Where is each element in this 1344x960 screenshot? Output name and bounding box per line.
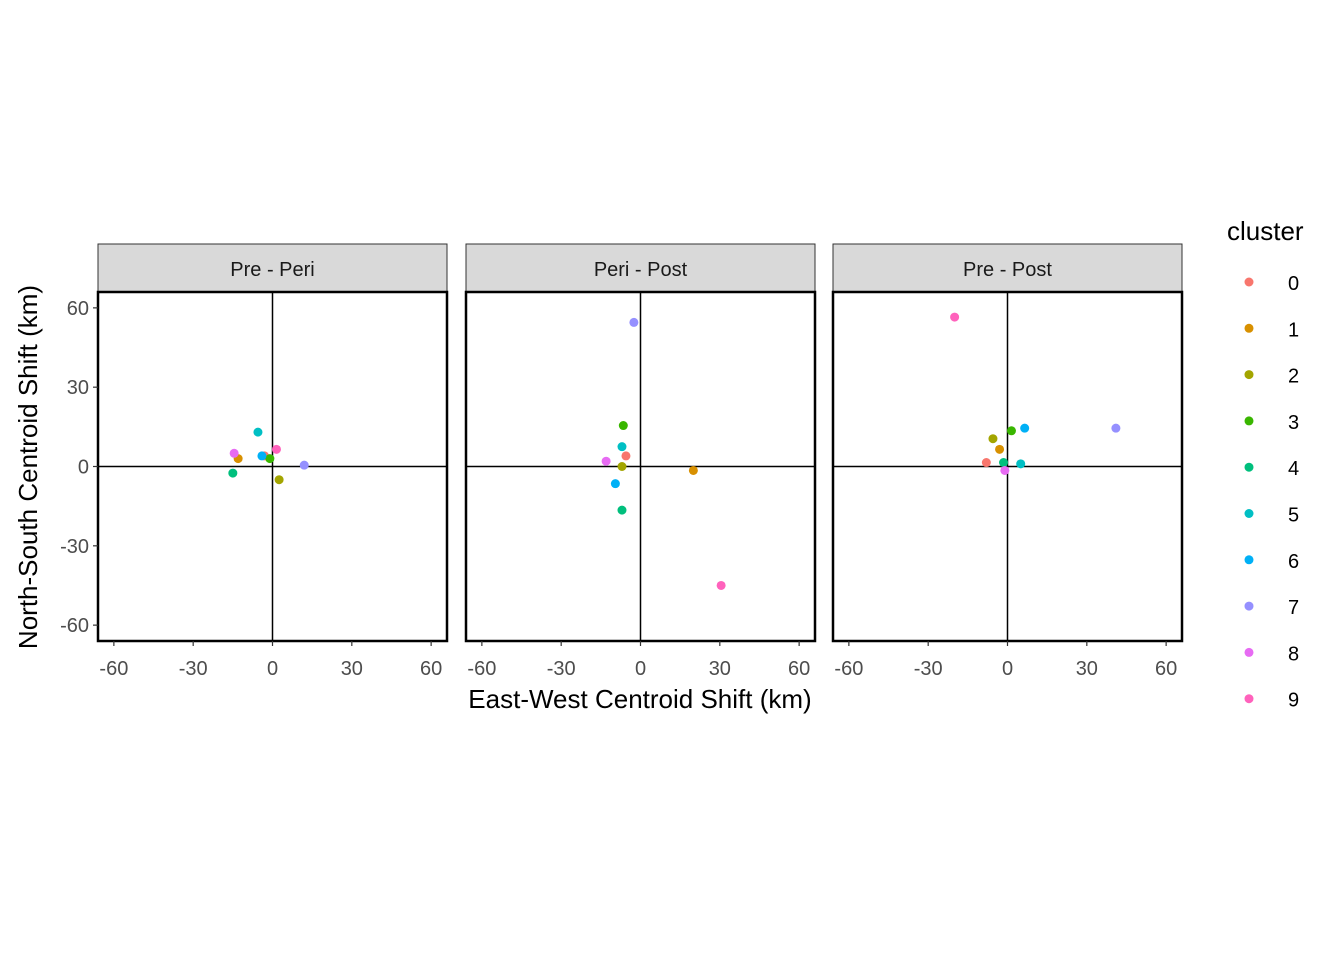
point-cluster-1 <box>688 465 698 475</box>
facet-title: Peri - Post <box>594 259 688 281</box>
legend-label: 9 <box>1288 690 1299 712</box>
legend-item: 8 <box>1244 643 1299 665</box>
point-cluster-3 <box>265 454 275 464</box>
point-cluster-7 <box>629 317 639 327</box>
legend-key <box>1244 647 1254 657</box>
panel-2: Peri - Post -60 -30 0 30 60 <box>464 243 817 680</box>
legend-label: 6 <box>1288 551 1299 573</box>
legend-item: 6 <box>1244 551 1299 573</box>
legend-label: 8 <box>1288 643 1299 665</box>
legend-label: 5 <box>1288 505 1299 527</box>
x-axis-title: East-West Centroid Shift (km) <box>468 684 811 714</box>
point-cluster-8 <box>1000 465 1010 475</box>
facet-title: Pre - Post <box>963 259 1052 281</box>
point-cluster-8 <box>229 448 239 458</box>
y-tick-label: -60 <box>60 615 89 637</box>
x-tick-label: 60 <box>1155 658 1177 680</box>
legend: 0 1 2 3 4 5 6 7 8 9 <box>1244 273 1299 712</box>
point-cluster-5 <box>253 427 263 437</box>
point-cluster-6 <box>1020 423 1030 433</box>
legend-item: 2 <box>1244 366 1299 388</box>
x-tick-label: -30 <box>547 658 576 680</box>
legend-label: 4 <box>1288 458 1299 480</box>
point-cluster-5 <box>617 442 627 452</box>
x-tick-label: -60 <box>99 658 128 680</box>
legend-label: 7 <box>1288 597 1299 619</box>
legend-key <box>1244 555 1254 565</box>
legend-item: 7 <box>1244 597 1299 619</box>
x-tick-label: 0 <box>1002 658 1013 680</box>
panel-1: Pre - Peri -60 -30 0 30 60 -60 -30 0 30 60 <box>60 243 449 680</box>
x-tick-label: -60 <box>467 658 496 680</box>
point-cluster-6 <box>257 451 267 461</box>
point-cluster-5 <box>1016 459 1026 469</box>
x-tick-label: 30 <box>1076 658 1098 680</box>
point-cluster-2 <box>617 462 627 471</box>
point-cluster-3 <box>618 421 628 431</box>
legend-label: 2 <box>1288 366 1299 388</box>
facet-title: Pre - Peri <box>230 259 314 281</box>
y-tick-label: -30 <box>60 536 89 558</box>
legend-key <box>1244 462 1254 472</box>
legend-key <box>1244 601 1254 611</box>
legend-title: cluster <box>1227 216 1304 246</box>
x-tick-label: 30 <box>341 658 363 680</box>
x-tick-label: -30 <box>914 658 943 680</box>
y-tick-label: 30 <box>67 377 89 399</box>
facet-strip <box>97 243 448 293</box>
legend-key <box>1244 416 1254 426</box>
point-cluster-4 <box>228 468 238 478</box>
legend-label: 1 <box>1288 319 1299 341</box>
facet-strip <box>465 243 816 293</box>
legend-key <box>1244 694 1254 704</box>
legend-key <box>1244 370 1254 380</box>
x-tick-label: -60 <box>834 658 863 680</box>
y-axis-title: North-South Centroid Shift (km) <box>13 285 43 649</box>
x-tick-label: 60 <box>420 658 442 680</box>
point-cluster-2 <box>988 434 998 444</box>
point-cluster-4 <box>999 458 1009 468</box>
legend-key <box>1244 509 1254 518</box>
legend-item: 5 <box>1244 505 1299 527</box>
point-cluster-7 <box>299 460 309 470</box>
point-cluster-3 <box>1006 426 1016 436</box>
y-tick-label: 0 <box>78 457 89 479</box>
x-tick-label: -30 <box>179 658 208 680</box>
point-cluster-4 <box>617 505 627 515</box>
point-cluster-2 <box>274 475 284 485</box>
legend-item: 4 <box>1244 458 1299 480</box>
x-tick-label: 60 <box>788 658 810 680</box>
point-cluster-1 <box>995 444 1005 454</box>
legend-item: 9 <box>1244 690 1299 712</box>
point-cluster-9 <box>950 312 960 322</box>
point-cluster-6 <box>610 479 620 489</box>
panel-3: Pre - Post -60 -30 0 30 60 <box>831 243 1184 680</box>
legend-label: 0 <box>1288 273 1299 295</box>
point-cluster-9 <box>271 444 281 454</box>
legend-key <box>1244 277 1254 287</box>
x-tick-label: 0 <box>267 658 278 680</box>
point-cluster-0 <box>621 451 631 461</box>
point-cluster-9 <box>716 580 726 590</box>
legend-label: 3 <box>1288 412 1299 434</box>
y-tick-label: 60 <box>67 298 89 320</box>
legend-item: 3 <box>1244 412 1299 434</box>
point-cluster-7 <box>1111 423 1121 433</box>
x-tick-label: 0 <box>635 658 646 680</box>
legend-item: 1 <box>1244 319 1299 341</box>
point-cluster-0 <box>981 458 991 468</box>
legend-item: 0 <box>1244 273 1299 295</box>
point-cluster-8 <box>601 456 611 466</box>
legend-key <box>1244 323 1254 333</box>
x-tick-label: 30 <box>709 658 731 680</box>
